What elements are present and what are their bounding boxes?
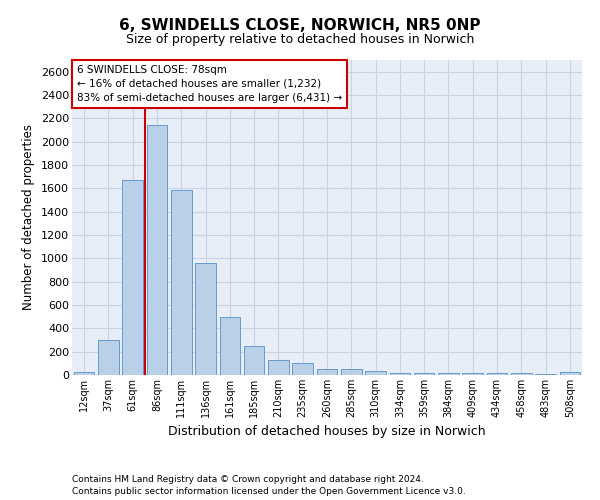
Bar [74,372,94,375]
Text: 6, SWINDELLS CLOSE, NORWICH, NR5 0NP: 6, SWINDELLS CLOSE, NORWICH, NR5 0NP [119,18,481,32]
Bar [122,180,143,375]
X-axis label: Distribution of detached houses by size in Norwich: Distribution of detached houses by size … [168,426,486,438]
Bar [341,369,362,375]
Bar [220,316,240,375]
Bar [171,190,191,375]
Bar [414,372,434,375]
Bar [511,372,532,375]
Text: Size of property relative to detached houses in Norwich: Size of property relative to detached ho… [126,32,474,46]
Bar [487,372,508,375]
Bar [268,360,289,375]
Bar [292,364,313,375]
Bar [365,371,386,375]
Bar [438,372,459,375]
Bar [98,340,119,375]
Bar [317,369,337,375]
Bar [389,372,410,375]
Bar [195,263,216,375]
Bar [535,374,556,375]
Y-axis label: Number of detached properties: Number of detached properties [22,124,35,310]
Text: 6 SWINDELLS CLOSE: 78sqm
← 16% of detached houses are smaller (1,232)
83% of sem: 6 SWINDELLS CLOSE: 78sqm ← 16% of detach… [77,64,342,102]
Text: Contains HM Land Registry data © Crown copyright and database right 2024.: Contains HM Land Registry data © Crown c… [72,475,424,484]
Text: Contains public sector information licensed under the Open Government Licence v3: Contains public sector information licen… [72,488,466,496]
Bar [146,126,167,375]
Bar [463,372,483,375]
Bar [560,372,580,375]
Bar [244,346,265,375]
